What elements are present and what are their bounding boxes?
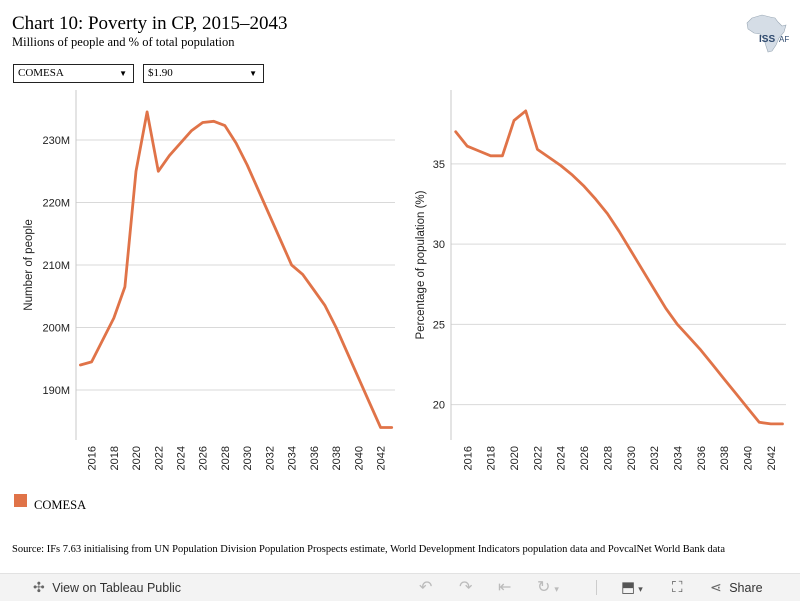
view-on-tableau-button[interactable]: ✣ View on Tableau Public bbox=[33, 574, 181, 601]
y-tick-label: 30 bbox=[433, 239, 445, 251]
y-tick-label: 200M bbox=[42, 323, 70, 335]
download-button[interactable]: ⬒ ▾ bbox=[621, 579, 643, 596]
chart-title: Chart 10: Poverty in CP, 2015–2043 bbox=[12, 13, 288, 34]
africa-map-icon bbox=[746, 14, 787, 53]
chevron-down-icon: ▼ bbox=[249, 69, 257, 78]
logo-text: ISS bbox=[759, 34, 775, 45]
y-axis-label: Percentage of population (%) bbox=[415, 190, 427, 339]
x-tick-label: 2026 bbox=[198, 446, 210, 470]
logo-text-af: AF bbox=[779, 35, 789, 44]
tableau-toolbar: ✣ View on Tableau Public ↶ ↷ ⇤ ↻ ▾ ⬒ ▾ ⛶ ⋖… bbox=[0, 573, 800, 601]
download-icon: ⬒ bbox=[621, 579, 636, 596]
x-tick-label: 2038 bbox=[719, 446, 731, 470]
x-tick-label: 2036 bbox=[696, 446, 708, 470]
series-line-comesa bbox=[79, 110, 394, 429]
share-icon: ⋖ bbox=[710, 579, 722, 595]
x-tick-label: 2034 bbox=[287, 446, 299, 470]
x-tick-label: 2022 bbox=[153, 446, 165, 470]
x-tick-label: 2028 bbox=[220, 446, 232, 470]
y-tick-label: 190M bbox=[42, 385, 70, 397]
x-tick-label: 2024 bbox=[556, 446, 568, 470]
y-tick-label: 230M bbox=[42, 135, 70, 147]
legend-label: COMESA bbox=[34, 498, 87, 512]
threshold-dropdown-value: $1.90 bbox=[148, 67, 173, 79]
x-tick-label: 2038 bbox=[331, 446, 343, 470]
x-tick-label: 2036 bbox=[309, 446, 321, 470]
threshold-dropdown[interactable]: $1.90 ▼ bbox=[143, 64, 264, 83]
x-tick-label: 2040 bbox=[742, 446, 754, 470]
x-tick-label: 2024 bbox=[175, 446, 187, 470]
issafrica-logo[interactable]: ISS AF bbox=[742, 12, 790, 54]
redo-icon: ↷ bbox=[459, 579, 473, 596]
revert-button[interactable]: ⇤ bbox=[498, 574, 511, 601]
y-tick-label: 35 bbox=[433, 159, 445, 171]
chart-subtitle: Millions of people and % of total popula… bbox=[12, 35, 235, 49]
x-tick-label: 2034 bbox=[672, 446, 684, 470]
x-tick-label: 2028 bbox=[602, 446, 614, 470]
y-tick-label: 210M bbox=[42, 260, 70, 272]
redo-button[interactable]: ↷ bbox=[459, 574, 472, 601]
x-tick-label: 2020 bbox=[131, 446, 143, 470]
revert-icon: ⇤ bbox=[498, 579, 512, 596]
series-line-comesa bbox=[454, 109, 784, 426]
x-tick-label: 2016 bbox=[87, 446, 99, 470]
x-tick-label: 2020 bbox=[509, 446, 521, 470]
refresh-button[interactable]: ↻ ▾ bbox=[537, 579, 559, 596]
y-tick-label: 20 bbox=[433, 400, 445, 412]
share-button[interactable]: ⋖ Share bbox=[710, 574, 763, 601]
fullscreen-icon: ⛶ bbox=[672, 579, 683, 596]
fullscreen-button[interactable]: ⛶ bbox=[672, 574, 683, 601]
x-tick-label: 2040 bbox=[353, 446, 365, 470]
region-dropdown[interactable]: COMESA ▼ bbox=[13, 64, 134, 83]
x-tick-label: 2018 bbox=[486, 446, 498, 470]
view-on-tableau-label: View on Tableau Public bbox=[52, 581, 182, 595]
charts-area: 190M 200M 210M 220M 230M 2016 2018 2020 2022 2024… bbox=[23, 90, 786, 470]
legend-swatch bbox=[14, 494, 27, 507]
region-dropdown-value: COMESA bbox=[18, 67, 64, 79]
chevron-down-icon: ▼ bbox=[119, 69, 127, 78]
undo-button[interactable]: ↶ bbox=[419, 574, 432, 601]
x-tick-label: 2042 bbox=[376, 446, 388, 470]
x-tick-label: 2018 bbox=[109, 446, 121, 470]
x-tick-label: 2026 bbox=[579, 446, 591, 470]
source-note: Source: IFs 7.63 initialising from UN Po… bbox=[12, 544, 725, 555]
x-tick-label: 2016 bbox=[462, 446, 474, 470]
toolbar-divider bbox=[596, 580, 597, 595]
x-tick-label: 2030 bbox=[626, 446, 638, 470]
undo-icon: ↶ bbox=[419, 579, 433, 596]
tableau-icon: ✣ bbox=[33, 579, 45, 595]
y-tick-label: 220M bbox=[42, 198, 70, 210]
share-label: Share bbox=[729, 581, 763, 595]
x-tick-label: 2042 bbox=[766, 446, 778, 470]
refresh-icon: ↻ bbox=[537, 579, 551, 596]
x-tick-label: 2022 bbox=[532, 446, 544, 470]
x-tick-label: 2030 bbox=[242, 446, 254, 470]
x-tick-label: 2032 bbox=[264, 446, 276, 470]
y-tick-label: 25 bbox=[433, 319, 445, 331]
x-tick-label: 2032 bbox=[649, 446, 661, 470]
y-axis-label: Number of people bbox=[23, 219, 35, 310]
